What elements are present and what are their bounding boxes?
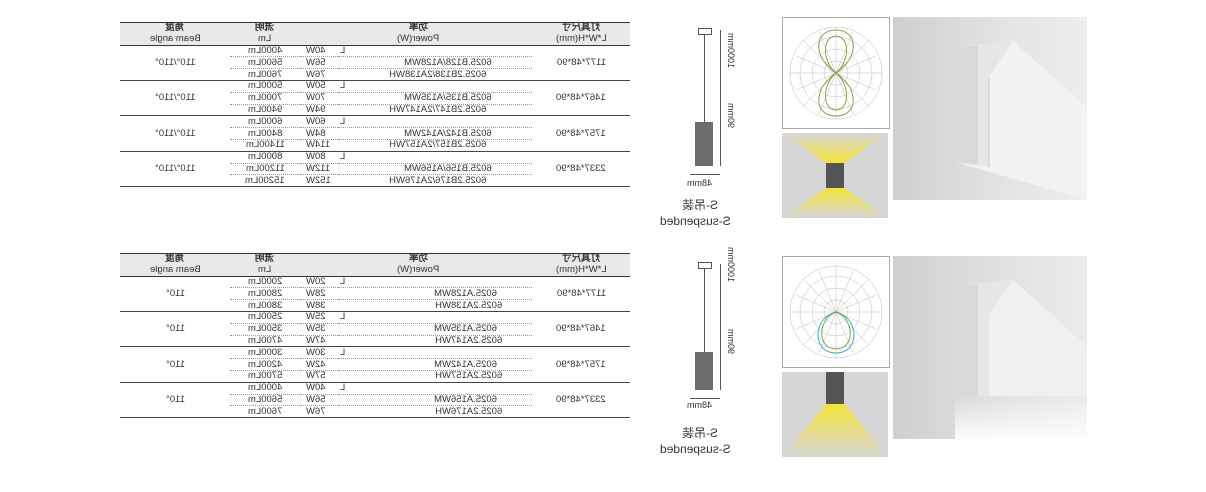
header-angle-cn: 角度 (120, 21, 230, 34)
beam-render-down (782, 372, 888, 457)
table-row: 3500Lm 35W M6025.A135W (120, 323, 630, 336)
width-label: 48mm (687, 178, 713, 188)
table-row: 110° 2500Lm 25W L 1467*48*90 (120, 311, 631, 348)
table-row: 15200Lm 152W H6025.2B176/2A176W (120, 174, 630, 188)
header-power-en: Power(W) (300, 33, 533, 46)
width-line (690, 174, 720, 175)
header-size-en: L*W*H(mm) (532, 33, 631, 46)
fixture-body (695, 352, 713, 390)
fixture-wall-render-updown (893, 17, 1087, 200)
suspension-cable (704, 35, 705, 122)
beam-render-updown (782, 133, 888, 218)
cable-length-label: 1000mm (726, 32, 736, 68)
caption-cn: S-吊装 (682, 198, 719, 212)
header-angle-cn: 角度 (120, 252, 230, 265)
table-row: 8400Lm 84W M6025.B142/A142W (120, 127, 630, 140)
table-row: 110° 3000Lm 30W L 1757*48*90 (120, 346, 631, 383)
cable-length-label: 1000mm (726, 246, 736, 282)
header-power-en: Power(W) (300, 264, 533, 277)
table-row: 3800Lm 38W H6025.2A138W (120, 299, 630, 312)
table-row: 7000Lm 70W M6025.B135/A135W (120, 92, 630, 105)
pendant-dimension-drawing: 1000mm 90mm 48mm S-吊装 S-suspended (650, 28, 775, 258)
table-row: 2800Lm 28W M6025.A128W (120, 287, 630, 301)
table-row: 7600Lm 76W H6025.2A176W (120, 405, 630, 419)
table-row: 9400Lm 94W H6025.2B147/2A147W (120, 104, 630, 117)
table-row: 5700Lm 57W H6025.2A157W (120, 370, 630, 383)
height-line (720, 122, 721, 166)
table-row: 4200Lm 42W M6025.A142W (120, 358, 630, 371)
pendant-dimension-drawing: 1000mm 90mm 48mm S-吊装 S-suspended (650, 247, 775, 492)
ceiling-canopy (698, 262, 712, 269)
height-line (720, 352, 721, 390)
cable-length-line (720, 30, 721, 122)
table-row: 5600Lm 56W M6025.A156W (120, 394, 630, 407)
table-row: 7600Lm 76W H6025.2B138/2A138W (120, 68, 630, 81)
cable-length-line (720, 264, 721, 352)
width-label: 48mm (687, 400, 713, 410)
header-power-cn: 功率 (300, 21, 533, 34)
table-row: 110°/110° 5000Lm 50W L 1467*48*90 (120, 80, 631, 117)
table-row: 5600Lm 56W M6025.B128/A128W (120, 56, 630, 70)
polar-light-distribution-down (782, 256, 890, 368)
header-flux-cn: 流明 (230, 21, 300, 34)
header-angle-en: Beam angle (120, 33, 230, 46)
width-line (690, 398, 720, 399)
fixture-wall-render-down (893, 256, 1087, 439)
header-flux-cn: 流明 (230, 252, 300, 265)
table-row: 4700Lm 47W H6025.2A147W (120, 335, 630, 348)
header-flux-en: Lm (230, 264, 300, 277)
table-row: 11400Lm 114W H6025.2B157/2A157W (120, 139, 630, 152)
caption-en: S-suspended (660, 214, 731, 228)
polar-light-distribution-updown (782, 17, 890, 129)
table-row: 110° 2000Lm 20W L 1177*48*90 (120, 276, 631, 312)
header-size-en: L*W*H(mm) (532, 264, 631, 277)
height-label: 90mm (726, 328, 736, 354)
table-row: 110°/110° 4000Lm 40W L 1177*48*90 (120, 45, 631, 81)
spec-table-updown: 角度 流明 功率 灯具尺寸 Beam angle Lm Power(W) L*W… (120, 21, 631, 188)
ceiling-canopy (698, 28, 712, 35)
caption-cn: S-吊装 (682, 426, 719, 440)
suspension-cable (704, 269, 705, 352)
caption-en: S-suspended (660, 442, 731, 456)
fixture-body (695, 122, 713, 166)
table-row: 11200Lm 112W M6025.B156/A156W (120, 163, 630, 176)
header-power-cn: 功率 (300, 252, 533, 265)
header-size-cn: 灯具尺寸 (532, 21, 631, 34)
header-flux-en: Lm (230, 33, 300, 46)
table-row: 110° 4000Lm 40W L 2337*48*90 (120, 382, 631, 419)
header-size-cn: 灯具尺寸 (532, 252, 631, 265)
header-angle-en: Beam angle (120, 264, 230, 277)
spec-table-down: 角度 流明 功率 灯具尺寸 Beam angle Lm Power(W) L*W… (120, 252, 631, 419)
height-label: 90mm (726, 102, 736, 128)
table-row: 110°/110° 8000Lm 80W L 2337*48*90 (120, 151, 631, 188)
table-row: 110°/110° 6000Lm 60W L 1757*48*90 (120, 115, 631, 152)
